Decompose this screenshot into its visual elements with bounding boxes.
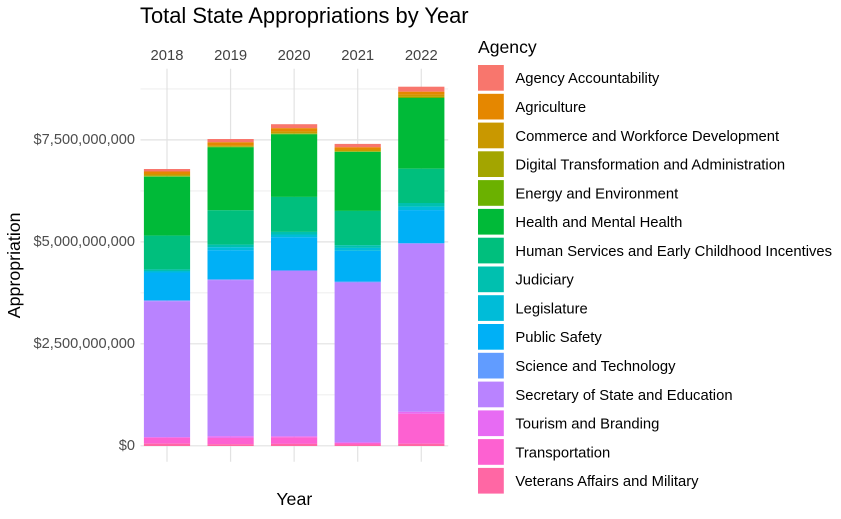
svg-text:Public Safety: Public Safety — [515, 330, 602, 346]
svg-text:Appropriation: Appropriation — [4, 212, 24, 318]
svg-text:Commerce and Workforce Develop: Commerce and Workforce Development — [515, 129, 779, 145]
svg-text:Tourism and Branding: Tourism and Branding — [515, 417, 659, 433]
svg-text:2020: 2020 — [278, 48, 311, 64]
svg-text:$5,000,000,000: $5,000,000,000 — [34, 234, 135, 250]
svg-text:2022: 2022 — [405, 48, 438, 64]
svg-text:Digital Transformation and Adm: Digital Transformation and Administratio… — [515, 158, 785, 174]
svg-text:Human Services and Early Child: Human Services and Early Childhood Incen… — [515, 244, 832, 260]
svg-text:Legislature: Legislature — [515, 301, 587, 317]
svg-text:Health and Mental Health: Health and Mental Health — [515, 215, 682, 231]
svg-text:Agency Accountability: Agency Accountability — [515, 71, 660, 87]
svg-text:Agency: Agency — [478, 37, 537, 57]
svg-text:$2,500,000,000: $2,500,000,000 — [34, 336, 135, 352]
svg-text:Energy and Environment: Energy and Environment — [515, 186, 678, 202]
svg-text:Judiciary: Judiciary — [515, 273, 574, 289]
svg-text:Veterans Affairs and Military: Veterans Affairs and Military — [515, 474, 699, 490]
svg-text:Transportation: Transportation — [515, 445, 610, 461]
svg-text:$0: $0 — [119, 438, 135, 454]
svg-text:2021: 2021 — [341, 48, 374, 64]
svg-text:Total State Appropriations by: Total State Appropriations by Year — [140, 3, 469, 28]
svg-text:2018: 2018 — [151, 48, 184, 64]
svg-text:$7,500,000,000: $7,500,000,000 — [34, 132, 135, 148]
svg-text:2019: 2019 — [214, 48, 247, 64]
svg-text:Science and Technology: Science and Technology — [515, 359, 676, 375]
svg-text:Secretary of State and Educati: Secretary of State and Education — [515, 388, 732, 404]
svg-text:Agriculture: Agriculture — [515, 100, 586, 116]
svg-text:Year: Year — [276, 489, 312, 509]
